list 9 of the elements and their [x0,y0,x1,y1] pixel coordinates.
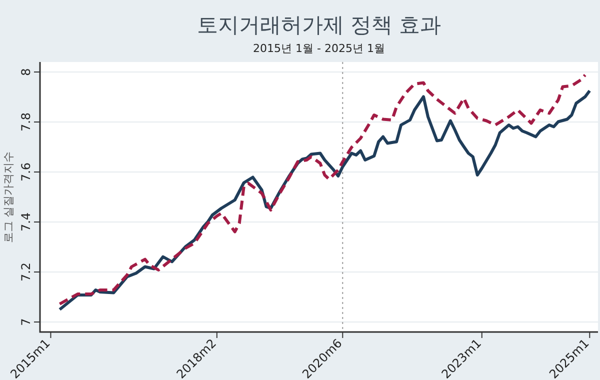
y-tick-label: 7 [19,318,33,326]
chart-title: 토지거래허가제 정책 효과 [196,13,442,37]
y-tick-label: 7.8 [19,112,33,132]
y-tick-label: 7.4 [19,212,33,232]
y-tick-label: 8 [19,68,33,76]
y-axis-title: 로그 실질가격지수 [2,151,15,243]
chart-subtitle: 2015년 1월 - 2025년 1월 [253,42,385,55]
y-tick-label: 7.6 [19,162,33,182]
y-tick-label: 7.2 [19,262,33,282]
